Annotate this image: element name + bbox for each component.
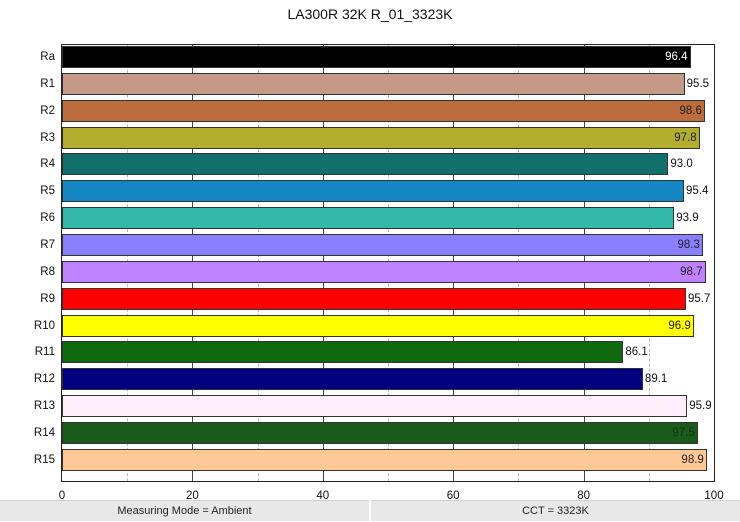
y-axis-label: R11 bbox=[34, 346, 55, 359]
bar-r3 bbox=[62, 126, 700, 149]
bar-ra bbox=[62, 46, 691, 68]
y-axis-label: R7 bbox=[40, 238, 55, 251]
chart-title: LA300R 32K R_01_3323K bbox=[287, 6, 453, 22]
bar-value-label: 96.9 bbox=[668, 319, 691, 332]
x-axis-tick-label: 20 bbox=[185, 490, 199, 502]
y-axis-label: R6 bbox=[40, 212, 55, 225]
bar-value-label: 98.7 bbox=[680, 265, 703, 278]
y-axis-label: R1 bbox=[40, 77, 55, 90]
y-axis-label: R5 bbox=[40, 185, 55, 198]
bar-r7 bbox=[62, 233, 703, 256]
y-axis-label: R9 bbox=[40, 292, 55, 305]
bar-r8 bbox=[62, 260, 706, 283]
y-axis-label: R13 bbox=[33, 400, 55, 413]
y-axis-label: R12 bbox=[33, 373, 55, 386]
bar-r11 bbox=[62, 341, 624, 364]
y-axis-label: R15 bbox=[33, 453, 55, 466]
bar-value-label: 97.8 bbox=[674, 131, 697, 144]
bar-r10 bbox=[62, 314, 694, 337]
bar-value-label: 93.9 bbox=[676, 212, 699, 225]
bar-value-label: 86.1 bbox=[625, 346, 648, 359]
bar-value-label: 93.0 bbox=[670, 158, 693, 171]
y-axis-label: R4 bbox=[40, 158, 55, 171]
y-axis-label: R3 bbox=[40, 131, 55, 144]
bar-r9 bbox=[62, 287, 686, 310]
bar-value-label: 95.7 bbox=[687, 292, 711, 305]
y-axis-label: R14 bbox=[33, 426, 55, 439]
bar-r6 bbox=[62, 207, 675, 230]
bar-r13 bbox=[62, 395, 688, 418]
x-axis-tick-label: 60 bbox=[446, 490, 460, 502]
bar-value-label: 98.6 bbox=[679, 104, 702, 117]
y-axis-label: R8 bbox=[40, 265, 55, 278]
x-axis-tick-label: 80 bbox=[577, 490, 590, 502]
bar-r1 bbox=[62, 72, 685, 95]
x-axis-tick-label: 40 bbox=[316, 490, 330, 502]
x-axis-tick-label: 0 bbox=[58, 490, 66, 502]
y-axis-label: R10 bbox=[33, 319, 55, 332]
y-axis-label: Ra bbox=[40, 51, 55, 63]
bar-value-label: 95.9 bbox=[689, 400, 712, 413]
bar-value-label: 97.5 bbox=[672, 426, 695, 439]
x-axis-tick-label: 100 bbox=[704, 490, 724, 502]
bar-value-label: 96.4 bbox=[665, 51, 688, 63]
bar-value-label: 89.1 bbox=[644, 373, 668, 386]
cct-status: CCT = 3323K bbox=[371, 500, 740, 521]
bar-value-label: 98.3 bbox=[677, 238, 700, 251]
bar-r4 bbox=[62, 153, 669, 176]
bar-r2 bbox=[62, 99, 705, 122]
bar-value-label: 95.4 bbox=[686, 185, 709, 198]
measuring-mode-status: Measuring Mode = Ambient bbox=[0, 500, 369, 521]
plot-area: 96.4 95.5 98.6 97.8 93.0 95.4 93.9 98.3 98.7 95.7… bbox=[61, 44, 715, 482]
bar-value-label: 95.5 bbox=[686, 77, 710, 90]
bar-r5 bbox=[62, 180, 684, 203]
bar-value-label: 98.9 bbox=[681, 453, 704, 466]
bar-r12 bbox=[62, 368, 643, 391]
y-axis-label: R2 bbox=[40, 104, 55, 117]
bar-r15 bbox=[62, 448, 707, 471]
bar-r14 bbox=[62, 421, 698, 444]
